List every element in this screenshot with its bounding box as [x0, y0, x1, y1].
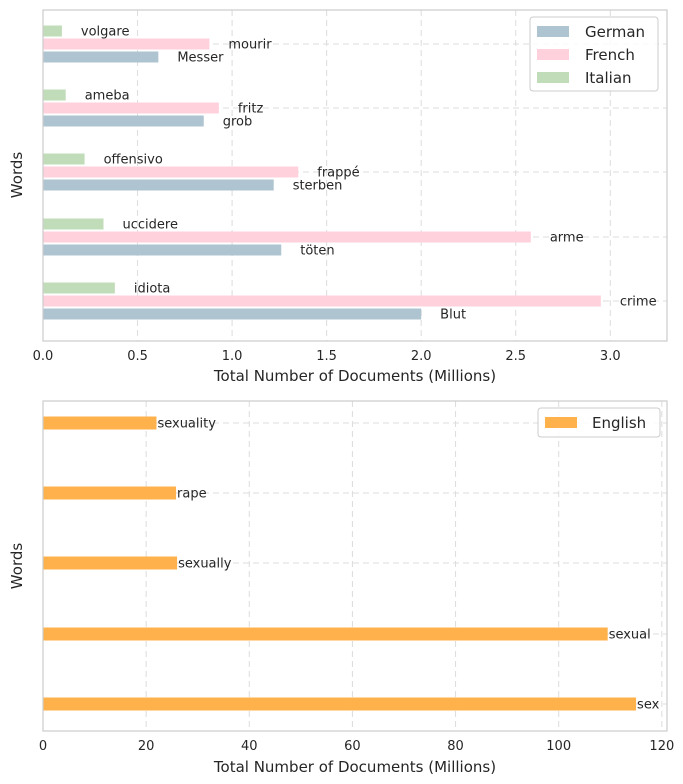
bottom-x-tick-label: 0: [39, 739, 47, 754]
bar-german-messer: [43, 51, 159, 63]
top-legend: German French Italian: [529, 16, 659, 92]
bar-german-blut: [43, 308, 422, 320]
bottom-x-tick-labels: 0 20 40 60 80 100 120: [39, 739, 674, 754]
legend-label-italian: Italian: [585, 69, 632, 87]
bar-label-ameba: ameba: [85, 89, 130, 104]
bar-label-sexual: sexual: [609, 628, 651, 643]
bottom-plot-frame: [42, 400, 668, 732]
bar-label-uccidere: uccidere: [123, 218, 178, 233]
bar-german-sterben: [43, 179, 274, 191]
bar-label-sexually: sexually: [178, 557, 232, 572]
bottom-bar-labels: sex sexual sexually rape sexuality: [157, 417, 659, 713]
bar-italian-ameba: [43, 89, 66, 101]
bottom-y-axis-label: Words: [8, 543, 26, 590]
bar-label-arme: arme: [550, 231, 584, 246]
bar-french-mourir: [43, 38, 210, 50]
bottom-x-axis-label: Total Number of Documents (Millions): [213, 758, 496, 776]
top-y-axis-label: Words: [8, 152, 26, 199]
bar-english-rape: [43, 486, 177, 500]
bar-label-blut: Blut: [440, 308, 466, 323]
top-x-tick-label: 1.0: [222, 349, 243, 364]
legend-swatch-italian: [537, 72, 569, 83]
bar-french-arme: [43, 231, 531, 243]
bar-italian-uccidere: [43, 218, 104, 230]
top-bars: [43, 25, 601, 320]
bar-label-rape: rape: [177, 487, 207, 502]
bar-label-grob: grob: [223, 115, 253, 130]
bar-italian-idiota: [43, 282, 115, 294]
bottom-bars: [43, 416, 637, 711]
bar-label-sterben: sterben: [293, 179, 343, 194]
legend-label-french: French: [585, 46, 635, 64]
bottom-legend-box: [537, 407, 661, 438]
top-x-tick-label: 2.5: [505, 349, 526, 364]
top-x-axis-label: Total Number of Documents (Millions): [213, 367, 496, 385]
top-bar-labels: Blut töten sterben grob Messer crime arme frapp…: [81, 25, 657, 323]
bottom-x-tick-label: 100: [546, 739, 571, 754]
bar-french-fritz: [43, 102, 219, 114]
bottom-x-tick-label: 80: [447, 739, 464, 754]
bottom-x-tick-label: 20: [138, 739, 155, 754]
bar-english-sex: [43, 697, 637, 711]
bar-english-sexual: [43, 627, 608, 641]
bar-label-messer: Messer: [177, 51, 224, 66]
bottom-x-tick-label: 120: [649, 739, 674, 754]
legend-label-english: English: [592, 414, 646, 432]
legend-swatch-english: [545, 417, 577, 428]
legend-swatch-french: [537, 49, 569, 60]
bar-italian-volgare: [43, 25, 62, 37]
bar-label-fritz: fritz: [238, 102, 264, 117]
bar-label-idiota: idiota: [134, 282, 171, 297]
top-x-tick-label: 1.5: [316, 349, 337, 364]
top-x-tick-label: 3.0: [600, 349, 621, 364]
bottom-chart-panel: sex sexual sexually rape sexuality 0 20 40 60 80…: [8, 400, 674, 776]
bottom-legend: English: [537, 407, 661, 438]
top-x-tick-label: 2.0: [411, 349, 432, 364]
bottom-x-tick-label: 60: [344, 739, 361, 754]
bar-french-crime: [43, 295, 601, 307]
top-chart-panel: Blut töten sterben grob Messer crime arme frapp…: [8, 9, 668, 385]
legend-swatch-german: [537, 26, 569, 37]
bar-label-toten: töten: [300, 244, 334, 259]
bottom-x-tick-label: 40: [241, 739, 258, 754]
bar-french-frappe: [43, 166, 299, 178]
legend-label-german: German: [585, 23, 645, 41]
top-plot-frame: [42, 9, 668, 342]
bar-english-sexually: [43, 556, 178, 570]
bar-label-offensivo: offensivo: [104, 153, 163, 168]
top-x-tick-labels: 0.0 0.5 1.0 1.5 2.0 2.5 3.0: [33, 349, 621, 364]
bar-german-grob: [43, 115, 204, 127]
bar-english-sexuality: [43, 416, 157, 430]
bar-label-sexuality: sexuality: [157, 417, 216, 432]
bar-label-crime: crime: [620, 295, 657, 310]
bar-italian-offensivo: [43, 153, 85, 165]
bar-label-sex: sex: [637, 698, 660, 713]
top-x-tick-label: 0.5: [127, 349, 148, 364]
bar-german-toten: [43, 244, 282, 256]
bar-label-mourir: mourir: [228, 38, 272, 53]
bar-label-volgare: volgare: [81, 25, 130, 40]
bar-label-frappe: frappé: [317, 166, 359, 181]
top-x-tick-label: 0.0: [33, 349, 54, 364]
